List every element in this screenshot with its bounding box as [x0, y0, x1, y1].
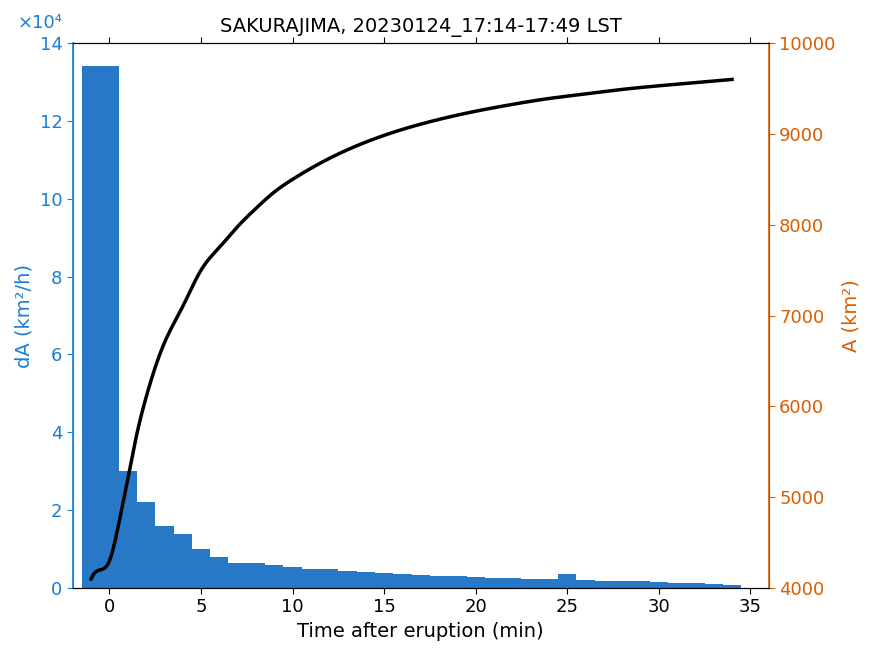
Bar — [723, 584, 741, 588]
Bar — [613, 581, 632, 588]
Title: SAKURAJIMA, 20230124_17:14-17:49 LST: SAKURAJIMA, 20230124_17:14-17:49 LST — [220, 18, 621, 37]
Bar — [265, 565, 284, 588]
Bar — [577, 581, 595, 588]
Bar — [320, 569, 339, 588]
Y-axis label: dA (km²/h): dA (km²/h) — [15, 264, 34, 367]
Bar — [284, 567, 302, 588]
Y-axis label: A (km²): A (km²) — [841, 279, 860, 352]
Bar — [686, 583, 704, 588]
Bar — [393, 574, 411, 588]
Text: ×10⁴: ×10⁴ — [18, 14, 62, 32]
Bar — [357, 573, 375, 588]
Bar — [173, 533, 192, 588]
Bar — [210, 557, 228, 588]
Bar — [466, 577, 485, 588]
Bar — [430, 575, 448, 588]
Bar — [192, 549, 210, 588]
Bar — [155, 525, 173, 588]
Bar — [136, 502, 155, 588]
Bar — [649, 582, 668, 588]
Bar — [704, 584, 723, 588]
Bar — [101, 66, 119, 588]
Bar — [668, 583, 686, 588]
Bar — [302, 569, 320, 588]
Bar — [119, 471, 136, 588]
Bar — [558, 575, 577, 588]
Bar — [339, 571, 357, 588]
Bar — [503, 579, 522, 588]
Bar — [247, 563, 265, 588]
X-axis label: Time after eruption (min): Time after eruption (min) — [298, 622, 544, 641]
Bar — [595, 581, 613, 588]
Bar — [540, 579, 558, 588]
Bar — [632, 581, 649, 588]
Bar — [448, 577, 466, 588]
Bar — [485, 578, 503, 588]
Bar — [375, 573, 393, 588]
Bar — [411, 575, 430, 588]
Bar — [228, 563, 247, 588]
Bar — [82, 66, 101, 588]
Bar — [522, 579, 540, 588]
